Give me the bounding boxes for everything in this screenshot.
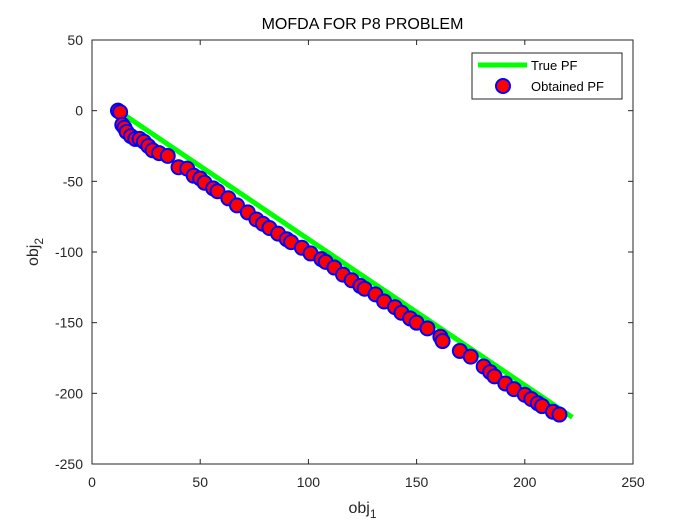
x-tick-label: 150 (405, 474, 429, 490)
y-tick-label: -100 (55, 244, 83, 260)
obtained-pf-point (551, 406, 568, 423)
x-axis-label-subscript: 1 (370, 507, 377, 521)
y-axis-label: obj2 (25, 238, 46, 266)
chart-title: MOFDA FOR P8 PROBLEM (262, 16, 464, 33)
y-tick-label: 50 (67, 32, 83, 48)
x-axis-label: obj1 (348, 500, 376, 521)
true-pf-line (116, 108, 574, 420)
obtained-pf-point (159, 147, 176, 164)
obtained-pf-point (462, 348, 479, 365)
series-layer (109, 102, 574, 423)
x-tick-label: 250 (621, 474, 645, 490)
y-axis-label-subscript: 2 (32, 238, 46, 245)
y-axis-ticks: 50 0 -50 -100 -150 -200 -250 (55, 32, 633, 472)
y-tick-label: -250 (55, 456, 83, 472)
plot-frame (91, 39, 634, 465)
legend: True PF Obtained PF (471, 52, 623, 100)
obtained-pf-point (228, 197, 245, 214)
legend-label-obtained-pf: Obtained PF (531, 79, 604, 94)
legend-box (471, 52, 623, 100)
y-tick-label: -200 (55, 385, 83, 401)
obtained-pf-point (486, 368, 503, 385)
x-axis-ticks: 0 50 100 150 200 250 (88, 40, 645, 490)
obtained-pf-point (209, 183, 226, 200)
plot-area (92, 40, 633, 464)
legend-swatch-obtained-pf (495, 78, 511, 94)
obtained-pf-point (419, 320, 436, 337)
y-tick-label: 0 (75, 103, 83, 119)
x-tick-label: 50 (192, 474, 208, 490)
legend-label-true-pf: True PF (531, 58, 578, 73)
x-tick-label: 0 (88, 474, 96, 490)
x-tick-label: 200 (513, 474, 537, 490)
obtained-pf-point (112, 104, 129, 121)
obtained-pf-point (434, 333, 451, 350)
y-tick-label: -150 (55, 315, 83, 331)
x-tick-label: 100 (297, 474, 321, 490)
y-tick-label: -50 (63, 173, 83, 189)
